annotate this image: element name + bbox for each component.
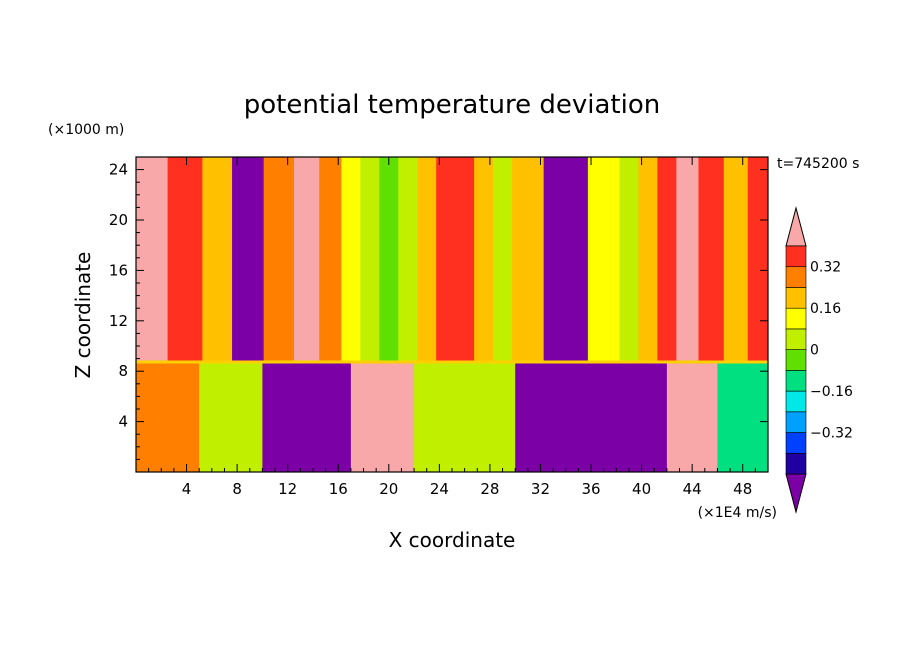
colorbar-top-arrow bbox=[785, 206, 807, 247]
colorbar-label: −0.16 bbox=[810, 384, 853, 400]
x-tick-label: 20 bbox=[379, 480, 398, 498]
upper-band bbox=[638, 157, 658, 362]
upper-band bbox=[136, 157, 169, 362]
colorbar-label: 0.32 bbox=[810, 260, 841, 276]
lower-region bbox=[515, 361, 668, 472]
upper-band bbox=[232, 157, 265, 362]
x-tick-label: 8 bbox=[232, 480, 242, 498]
lower-region bbox=[717, 361, 768, 472]
y-tick-label: 12 bbox=[109, 312, 128, 330]
upper-band bbox=[319, 157, 342, 362]
lower-region bbox=[350, 361, 415, 472]
colorbar-box bbox=[785, 432, 807, 454]
x-unit-label: (×1E4 m/s) bbox=[698, 505, 777, 521]
colorbar-box bbox=[785, 287, 807, 309]
colorbar-label: 0.16 bbox=[810, 301, 841, 317]
upper-band bbox=[747, 157, 768, 362]
lower-region bbox=[136, 361, 200, 472]
colorbar-box bbox=[785, 370, 807, 392]
upper-band bbox=[341, 157, 361, 362]
colorbar-box bbox=[785, 245, 807, 268]
upper-band bbox=[657, 157, 677, 362]
x-axis-ticks: 4 8 12 16 20 24 28 32 36 40 44 48 bbox=[148, 157, 756, 498]
x-tick-label: 12 bbox=[278, 480, 297, 498]
y-axis-label: Z coordinate bbox=[71, 252, 95, 379]
y-tick-label: 4 bbox=[118, 413, 128, 431]
upper-band bbox=[398, 157, 418, 362]
y-tick-label: 8 bbox=[118, 362, 128, 380]
chart-title: potential temperature deviation bbox=[244, 90, 660, 120]
x-tick-label: 32 bbox=[531, 480, 550, 498]
x-tick-label: 28 bbox=[480, 480, 499, 498]
lower-region bbox=[414, 361, 516, 472]
upper-band bbox=[455, 157, 475, 362]
y-tick-label: 16 bbox=[109, 261, 128, 279]
x-tick-label: 44 bbox=[683, 480, 702, 498]
x-tick-label: 24 bbox=[430, 480, 449, 498]
x-tick-label: 48 bbox=[733, 480, 752, 498]
x-tick-label: 4 bbox=[182, 480, 192, 498]
colorbar: 0.32 0.16 0 −0.16 −0.32 bbox=[785, 206, 853, 514]
upper-band bbox=[474, 157, 494, 362]
lower-layer-bands bbox=[136, 361, 768, 472]
x-tick-label: 40 bbox=[632, 480, 651, 498]
upper-layer-bands bbox=[136, 157, 768, 362]
x-axis-label: X coordinate bbox=[389, 528, 516, 552]
upper-band bbox=[202, 157, 233, 362]
lower-region bbox=[262, 361, 352, 472]
upper-band bbox=[263, 157, 295, 362]
upper-band bbox=[698, 157, 725, 362]
upper-band bbox=[543, 157, 589, 362]
upper-band bbox=[512, 157, 545, 362]
upper-band bbox=[379, 157, 399, 362]
y-unit-label: (×1000 m) bbox=[48, 122, 124, 138]
y-tick-label: 24 bbox=[109, 161, 128, 179]
colorbar-label: −0.32 bbox=[810, 426, 853, 442]
upper-band bbox=[360, 157, 380, 362]
colorbar-bottom-arrow bbox=[785, 473, 807, 514]
y-tick-label: 20 bbox=[109, 211, 128, 229]
colorbar-box bbox=[785, 349, 807, 371]
colorbar-box bbox=[785, 390, 807, 413]
upper-band bbox=[723, 157, 749, 362]
x-tick-label: 36 bbox=[581, 480, 600, 498]
upper-band bbox=[587, 157, 620, 362]
lower-region bbox=[199, 361, 263, 472]
y-axis-ticks: 4 8 12 16 20 24 bbox=[109, 161, 768, 460]
upper-band bbox=[493, 157, 513, 362]
upper-band bbox=[167, 157, 203, 362]
colorbar-box bbox=[785, 307, 807, 330]
time-label: t=745200 s bbox=[777, 156, 859, 172]
upper-band bbox=[417, 157, 437, 362]
x-tick-label: 16 bbox=[329, 480, 348, 498]
upper-band bbox=[294, 157, 320, 362]
colorbar-box bbox=[785, 411, 807, 433]
lower-region bbox=[666, 361, 718, 472]
upper-band bbox=[619, 157, 639, 362]
upper-band bbox=[436, 157, 456, 362]
plot-area bbox=[136, 157, 768, 472]
colorbar-box bbox=[785, 452, 807, 475]
upper-band bbox=[676, 157, 699, 362]
colorbar-label: 0 bbox=[810, 343, 819, 359]
colorbar-box bbox=[785, 266, 807, 288]
colorbar-box bbox=[785, 328, 807, 350]
